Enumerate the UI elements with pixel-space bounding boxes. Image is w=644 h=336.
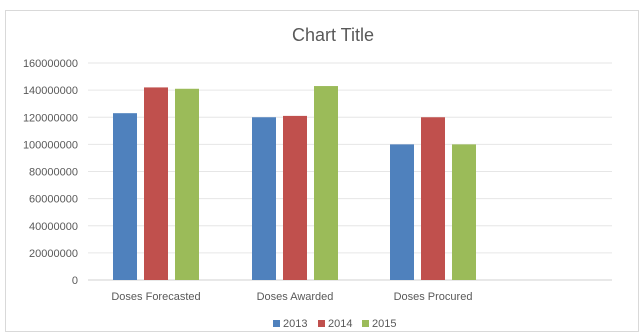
legend-label: 2013 <box>283 318 307 330</box>
bar-2013-doses-awarded <box>252 117 276 280</box>
bar-2015-doses-awarded <box>314 86 338 281</box>
legend-swatch <box>318 320 325 327</box>
legend-swatch <box>273 320 280 327</box>
y-tick-label: 100000000 <box>23 139 78 151</box>
legend-swatch <box>362 320 369 327</box>
y-tick-label: 80000000 <box>29 167 78 179</box>
bars <box>113 86 476 281</box>
bar-2014-doses-forecasted <box>144 87 168 280</box>
y-tick-label: 120000000 <box>23 112 78 124</box>
y-tick-label: 60000000 <box>29 194 78 206</box>
y-tick-label: 20000000 <box>29 248 78 260</box>
bar-2013-doses-forecasted <box>113 113 137 281</box>
bar-2014-doses-procured <box>421 117 445 280</box>
x-category-label: Doses Procured <box>394 291 473 303</box>
chart-title: Chart Title <box>292 25 374 45</box>
bar-2013-doses-procured <box>390 144 414 280</box>
y-axis: 0 20000000 40000000 60000000 80000000 1000000… <box>23 58 78 287</box>
bar-2015-doses-forecasted <box>175 88 199 280</box>
bar-2014-doses-awarded <box>283 115 307 280</box>
bar-2015-doses-procured <box>452 144 476 280</box>
x-category-label: Doses Forecasted <box>111 291 200 303</box>
x-axis: Doses Forecasted Doses Awarded Doses Procu… <box>111 291 472 303</box>
legend: 2013 2014 2015 <box>273 318 396 330</box>
x-category-label: Doses Awarded <box>257 291 334 303</box>
y-tick-label: 0 <box>72 275 78 287</box>
y-tick-label: 140000000 <box>23 85 78 97</box>
y-tick-label: 40000000 <box>29 221 78 233</box>
legend-label: 2015 <box>372 318 396 330</box>
y-tick-label: 160000000 <box>23 58 78 70</box>
legend-label: 2014 <box>328 318 352 330</box>
